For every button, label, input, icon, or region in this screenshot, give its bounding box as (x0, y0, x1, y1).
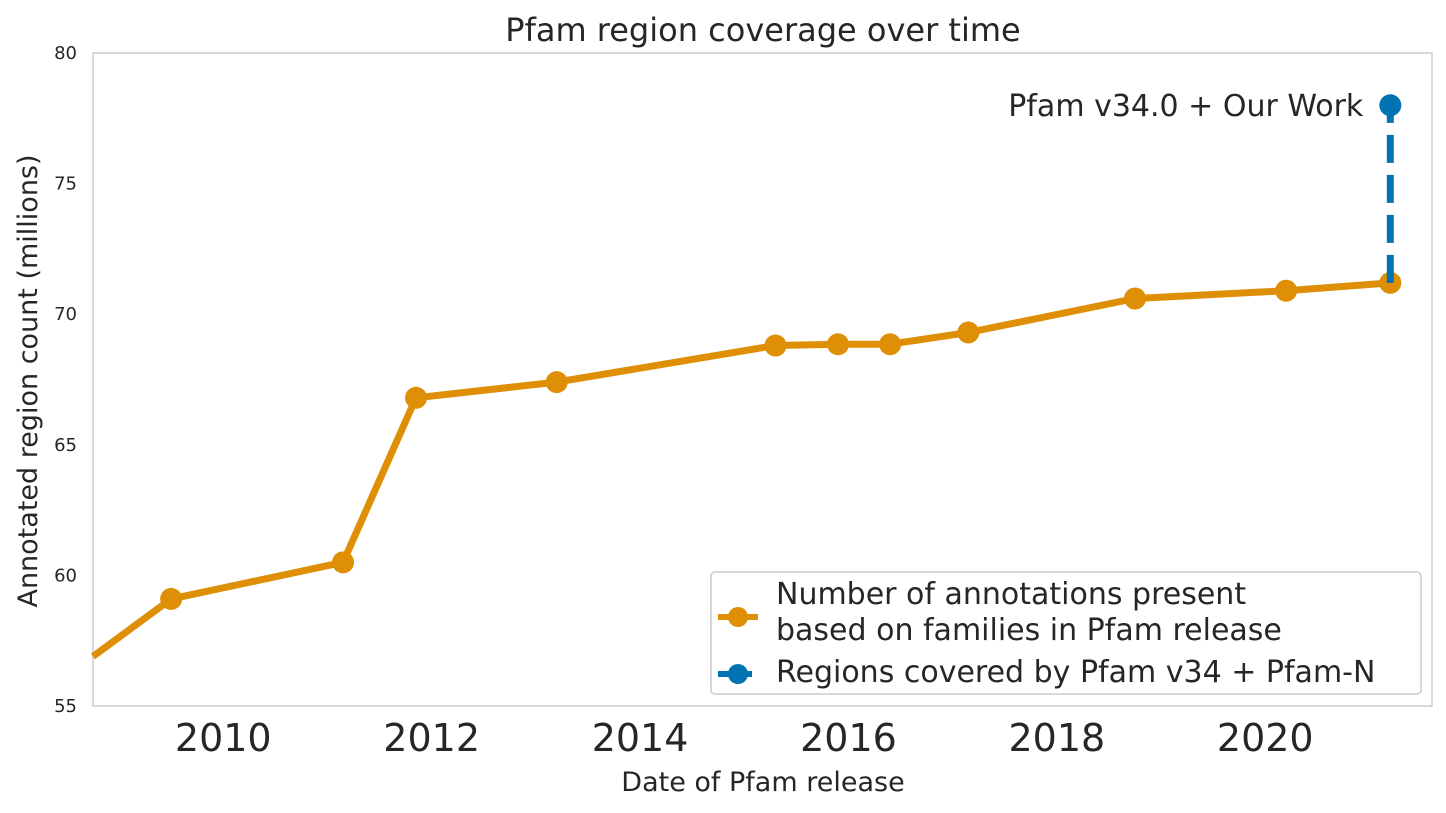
y-tick-label-70: 70 (54, 304, 77, 325)
series-0-point-8 (957, 321, 980, 344)
y-tick-label-75: 75 (54, 174, 77, 195)
chart-title: Pfam region coverage over time (505, 11, 1020, 49)
series-0-point-1 (160, 587, 183, 610)
legend-label-pfam-n: Regions covered by Pfam v34 + Pfam-N (776, 655, 1375, 690)
x-tick-label-2010: 2010 (175, 716, 272, 760)
series-0-point-9 (1124, 287, 1147, 310)
series-1-point-1 (1379, 94, 1402, 117)
series-0-point-4 (545, 371, 568, 394)
x-tick-label-2012: 2012 (383, 716, 480, 760)
series-0-point-3 (405, 386, 428, 409)
legend-box (710, 571, 1422, 695)
y-axis-label: Annotated region count (millions) (13, 154, 44, 607)
y-tick-label-80: 80 (54, 43, 77, 64)
series-0-point-7 (879, 333, 902, 356)
legend: Number of annotations present based on f… (710, 571, 1422, 695)
legend-marker-pfam-n (728, 664, 748, 684)
y-tick-label-55: 55 (54, 696, 77, 717)
plot-area-frame (92, 52, 1433, 707)
y-tick-label-60: 60 (54, 565, 77, 586)
legend-marker-annotations (728, 607, 748, 627)
y-tick-label-65: 65 (54, 435, 77, 456)
x-axis-ticks: 2010 2012 2014 2016 2018 2020 (175, 716, 1314, 760)
x-axis-label: Date of Pfam release (621, 767, 904, 798)
series-0-point-2 (332, 551, 355, 574)
legend-label-annotations-line2: based on families in Pfam release (776, 613, 1282, 648)
series-0-point-6 (827, 333, 850, 356)
x-tick-label-2016: 2016 (800, 716, 897, 760)
x-tick-label-2020: 2020 (1217, 716, 1314, 760)
annotation-pfam-v34-our-work: Pfam v34.0 + Our Work (1008, 89, 1364, 124)
x-tick-label-2018: 2018 (1009, 716, 1106, 760)
series-0-point-5 (764, 334, 787, 357)
x-tick-label-2014: 2014 (592, 716, 689, 760)
series-layer (90, 94, 1402, 660)
legend-label-annotations-line1: Number of annotations present (776, 577, 1246, 612)
y-axis-ticks: 55 60 65 70 75 80 (54, 43, 77, 717)
series-line-0 (90, 279, 1391, 660)
series-0-point-10 (1275, 279, 1298, 302)
